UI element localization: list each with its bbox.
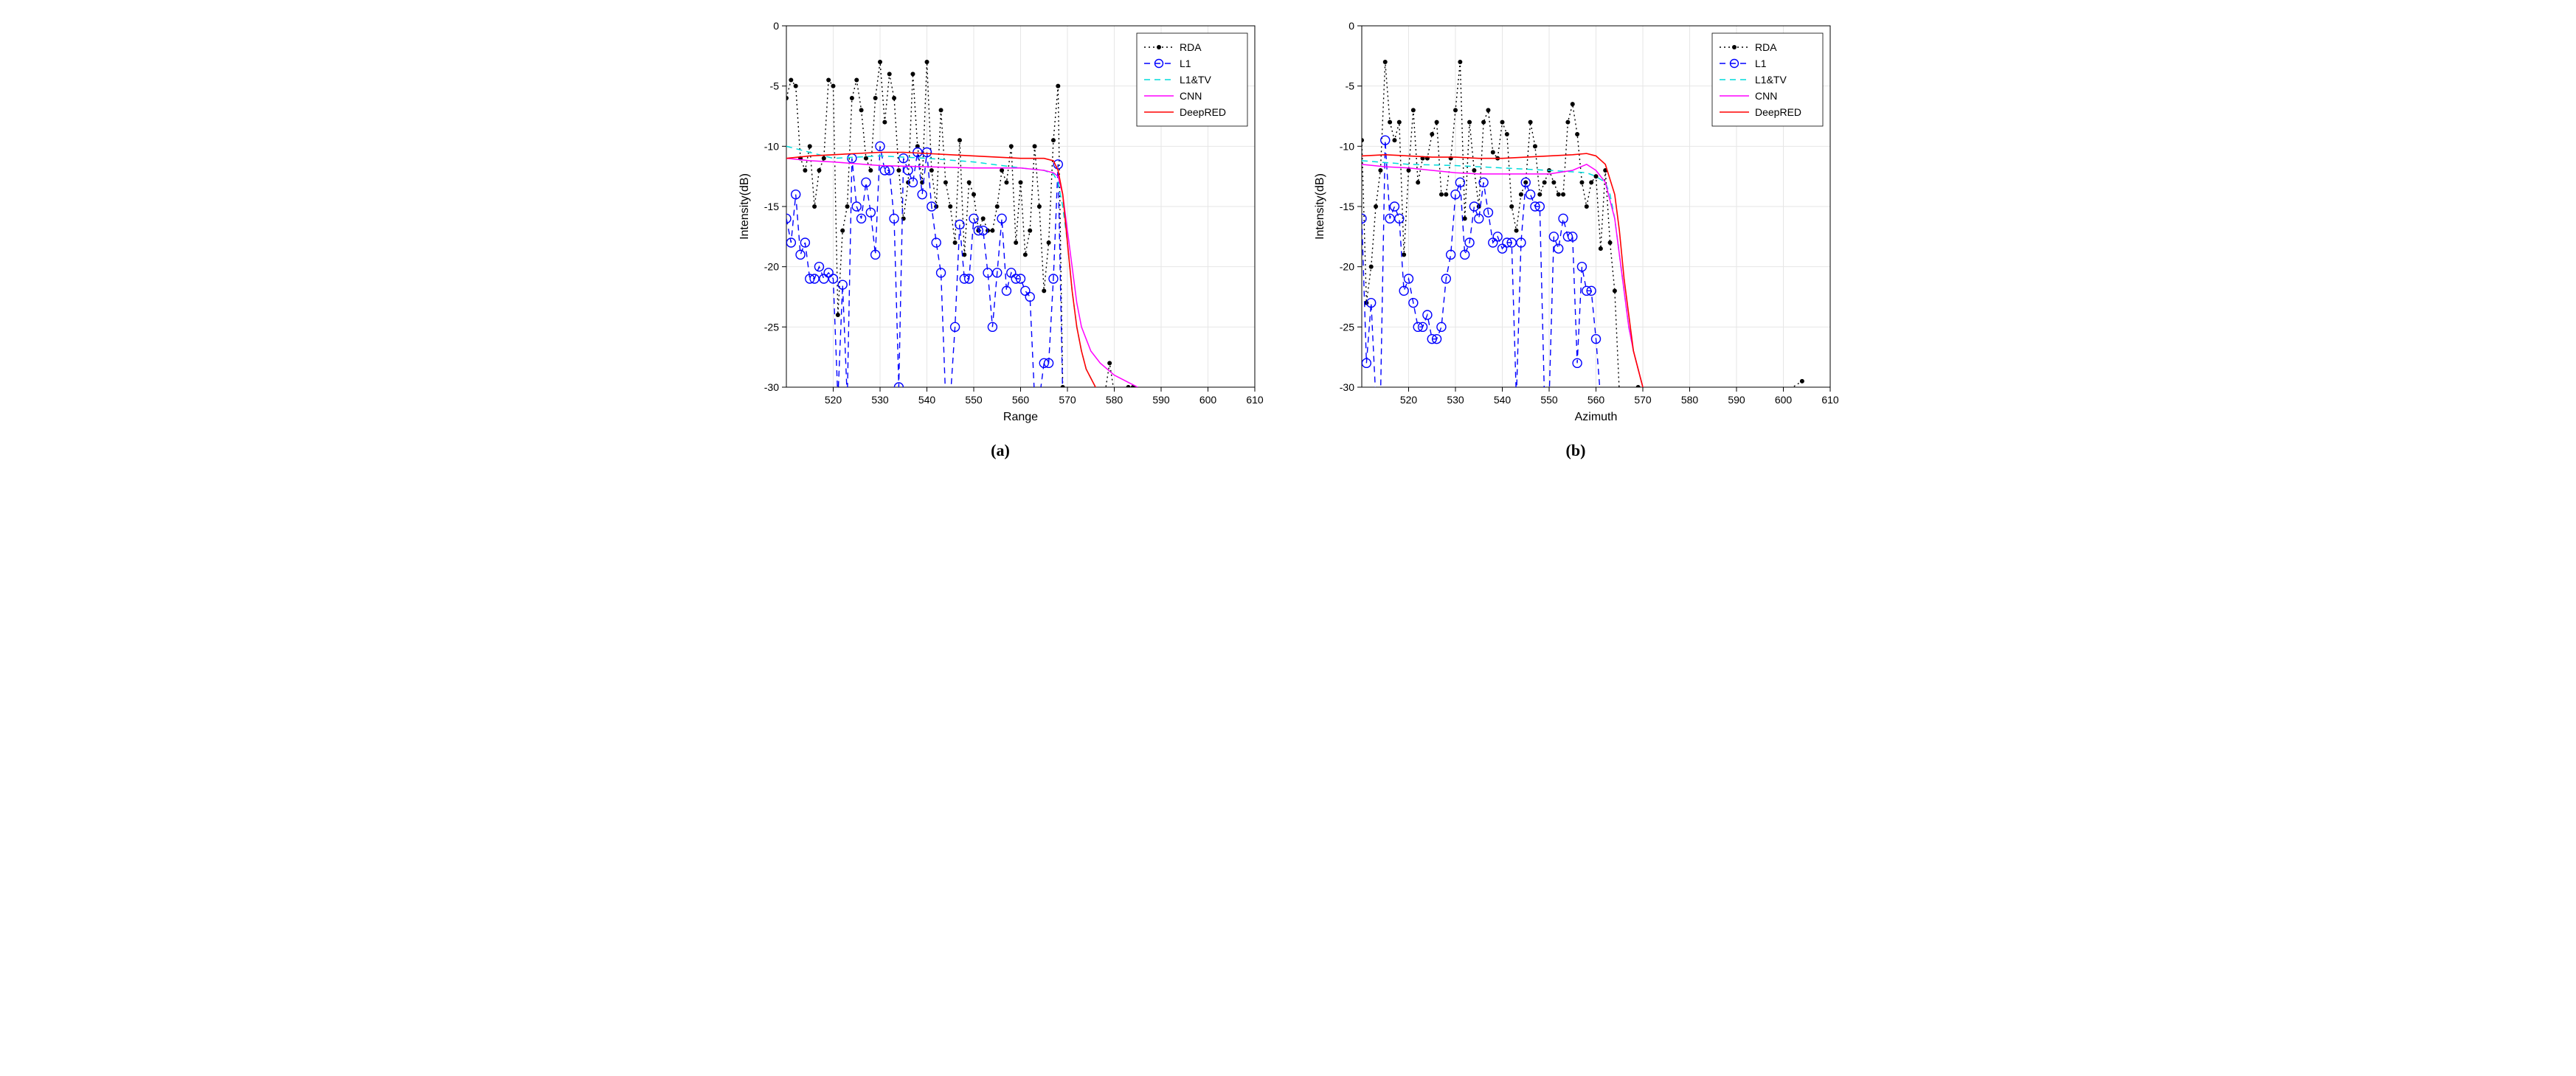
svg-text:CNN: CNN — [1180, 90, 1202, 102]
svg-text:-30: -30 — [764, 381, 779, 393]
svg-text:RDA: RDA — [1180, 41, 1202, 53]
svg-text:L1&TV: L1&TV — [1180, 74, 1211, 86]
svg-text:520: 520 — [825, 394, 842, 406]
plot-area-a: 520 530 540 550 560 570 580 590 600 610 -30 -25 -20 -… — [735, 15, 1266, 428]
svg-text:590: 590 — [1728, 394, 1745, 406]
svg-text:-15: -15 — [1340, 201, 1354, 212]
svg-text:580: 580 — [1681, 394, 1699, 406]
svg-text:Range: Range — [1003, 411, 1038, 423]
svg-text:520: 520 — [1400, 394, 1418, 406]
svg-text:L1: L1 — [1755, 58, 1767, 69]
svg-text:560: 560 — [1588, 394, 1605, 406]
svg-text:530: 530 — [1447, 394, 1464, 406]
svg-text:550: 550 — [965, 394, 983, 406]
svg-text:540: 540 — [1494, 394, 1512, 406]
svg-text:0: 0 — [1348, 20, 1354, 32]
svg-text:570: 570 — [1634, 394, 1652, 406]
svg-text:580: 580 — [1106, 394, 1123, 406]
subplot-b: 520 530 540 550 560 570 580 590 600 610 -30 -25 -20 -… — [1310, 15, 1841, 460]
svg-text:-25: -25 — [764, 321, 779, 333]
svg-text:-15: -15 — [764, 201, 779, 212]
plot-area-b: 520 530 540 550 560 570 580 590 600 610 -30 -25 -20 -… — [1310, 15, 1841, 428]
svg-text:570: 570 — [1059, 394, 1076, 406]
svg-text:Azimuth: Azimuth — [1575, 411, 1618, 423]
svg-text:560: 560 — [1012, 394, 1030, 406]
svg-text:550: 550 — [1540, 394, 1558, 406]
svg-text:-30: -30 — [1340, 381, 1354, 393]
svg-text:CNN: CNN — [1755, 90, 1777, 102]
figure-container: 520 530 540 550 560 570 580 590 600 610 -30 -25 -20 -… — [15, 15, 2561, 460]
svg-text:-20: -20 — [764, 261, 779, 273]
svg-text:Intensity(dB): Intensity(dB) — [1314, 173, 1326, 240]
svg-text:L1: L1 — [1180, 58, 1191, 69]
svg-text:-10: -10 — [764, 140, 779, 152]
svg-text:-5: -5 — [770, 80, 780, 92]
subplot-a-caption: (a) — [991, 441, 1010, 460]
subplot-b-caption: (b) — [1566, 441, 1586, 460]
svg-text:540: 540 — [918, 394, 936, 406]
svg-text:600: 600 — [1199, 394, 1217, 406]
svg-text:530: 530 — [871, 394, 889, 406]
svg-text:Intensity(dB): Intensity(dB) — [738, 173, 751, 240]
chart-a-svg: 520 530 540 550 560 570 580 590 600 610 -30 -25 -20 -… — [735, 15, 1266, 428]
svg-text:DeepRED: DeepRED — [1755, 106, 1801, 118]
svg-text:-25: -25 — [1340, 321, 1354, 333]
svg-text:-10: -10 — [1340, 140, 1354, 152]
svg-text:590: 590 — [1152, 394, 1170, 406]
svg-text:610: 610 — [1821, 394, 1839, 406]
svg-text:-5: -5 — [1346, 80, 1355, 92]
svg-text:L1&TV: L1&TV — [1755, 74, 1787, 86]
svg-text:610: 610 — [1246, 394, 1264, 406]
svg-text:0: 0 — [773, 20, 779, 32]
svg-text:-20: -20 — [1340, 261, 1354, 273]
svg-text:600: 600 — [1775, 394, 1793, 406]
svg-text:DeepRED: DeepRED — [1180, 106, 1226, 118]
svg-text:RDA: RDA — [1755, 41, 1777, 53]
subplot-a: 520 530 540 550 560 570 580 590 600 610 -30 -25 -20 -… — [735, 15, 1266, 460]
chart-b-svg: 520 530 540 550 560 570 580 590 600 610 -30 -25 -20 -… — [1310, 15, 1841, 428]
